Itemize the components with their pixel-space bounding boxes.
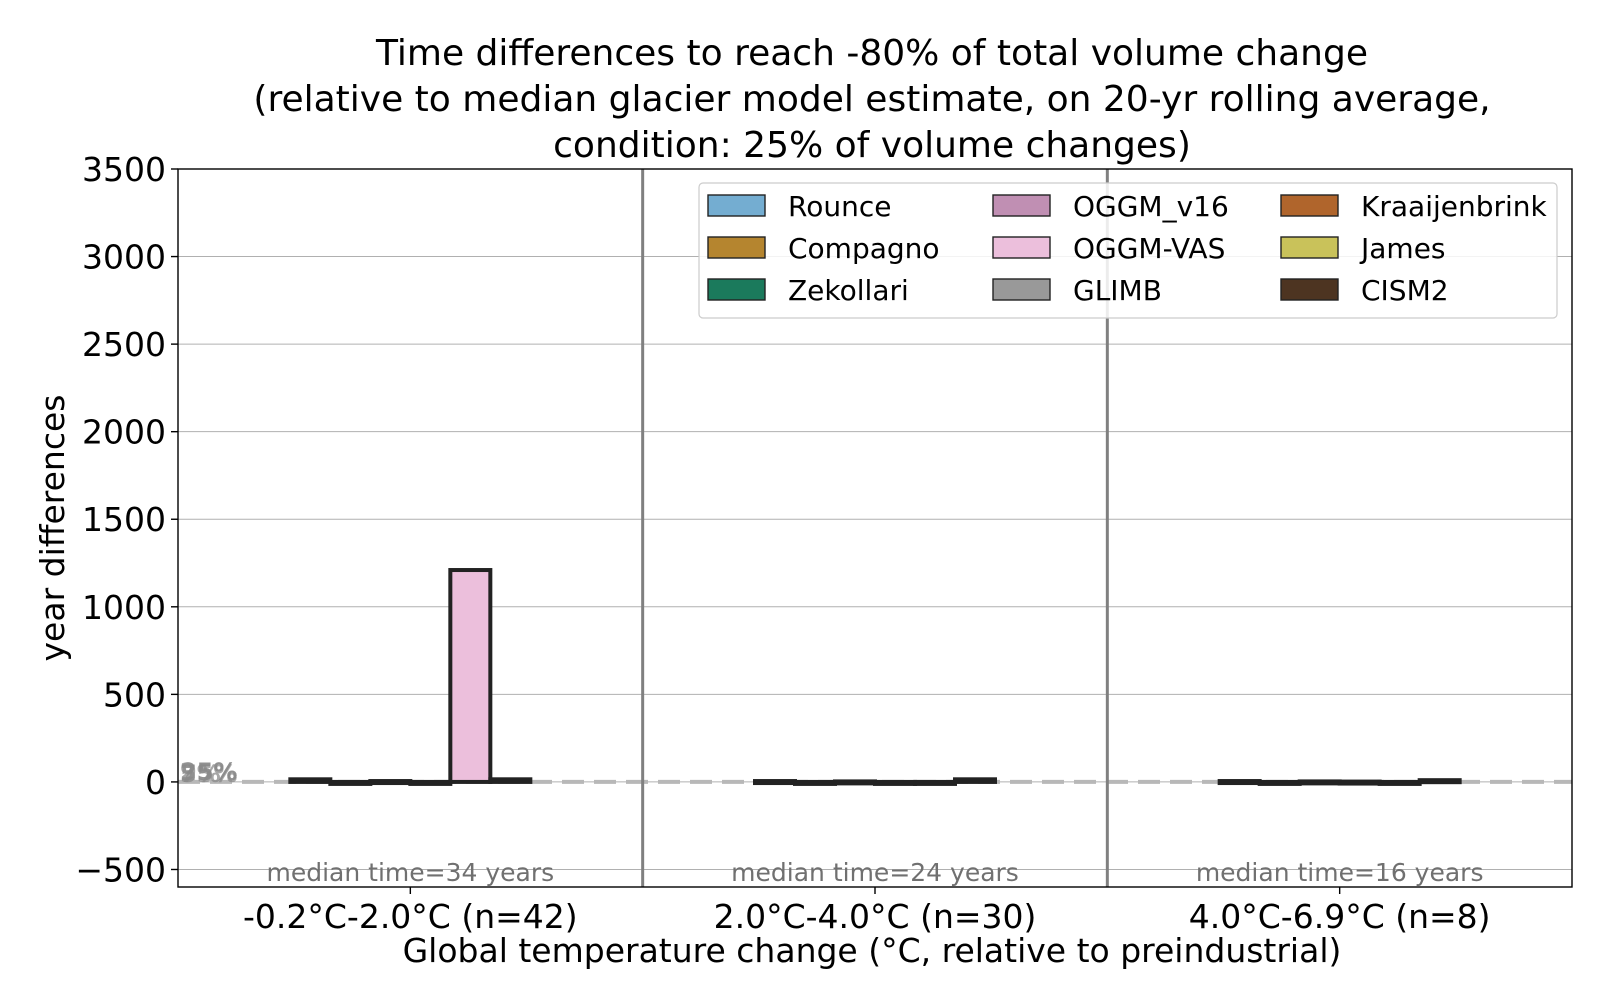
legend-frame xyxy=(698,182,1558,319)
legend-label: Kraaijenbrink xyxy=(1361,190,1548,223)
bar xyxy=(753,779,797,786)
percentile-labels: 95%75%25%5% xyxy=(180,758,237,788)
bar xyxy=(1297,779,1342,786)
legend-label: Compagno xyxy=(788,232,940,265)
legend-label: OGGM_v16 xyxy=(1073,190,1229,223)
y-axis-ticks: −500 0 500 1000 1500 2000 2500 3000 3500 xyxy=(75,150,178,889)
bars xyxy=(288,568,1462,786)
bar xyxy=(288,777,333,784)
median-annotations: median time=34 years median time=24 years… xyxy=(267,858,1484,887)
y-tick-label: 3000 xyxy=(82,238,166,277)
y-tick-label: −500 xyxy=(75,850,166,889)
y-tick-label: 1000 xyxy=(82,588,166,627)
bar xyxy=(1377,779,1422,786)
y-tick-label: 3500 xyxy=(82,150,166,189)
x-axis-label: Global temperature change (°C, relative … xyxy=(403,931,1342,970)
legend-swatch xyxy=(992,236,1051,259)
percentile-label: 25% xyxy=(180,758,237,786)
title-line-1: Time differences to reach -80% of total … xyxy=(375,33,1368,74)
bar xyxy=(448,568,493,784)
legend-swatch xyxy=(1280,194,1339,217)
legend-swatch xyxy=(707,194,766,217)
legend-swatch xyxy=(707,278,766,301)
legend-swatch xyxy=(1280,236,1339,259)
x-tick-label: -0.2°C-2.0°C (n=42) xyxy=(243,897,578,936)
bar xyxy=(328,779,373,786)
bar xyxy=(368,779,413,786)
bar xyxy=(1417,778,1462,785)
bar xyxy=(913,779,957,786)
bar xyxy=(408,779,453,786)
legend-label: James xyxy=(1359,232,1446,265)
legend-swatch xyxy=(707,236,766,259)
title-line-2: (relative to median glacier model estima… xyxy=(253,79,1490,120)
y-axis-label: year differences xyxy=(33,395,72,662)
bar xyxy=(873,779,917,786)
median-annotation: median time=16 years xyxy=(1196,858,1484,887)
y-tick-label: 0 xyxy=(145,763,166,802)
bar xyxy=(488,777,533,784)
legend: Rounce Compagno Zekollari OGGM_v16 OGGM-VAS G… xyxy=(698,182,1558,319)
legend-label: Rounce xyxy=(788,190,891,223)
median-annotation: median time=24 years xyxy=(731,858,1019,887)
legend-swatch xyxy=(1280,278,1339,301)
bar xyxy=(1217,779,1262,786)
legend-label: OGGM-VAS xyxy=(1073,232,1225,265)
legend-swatch xyxy=(992,278,1051,301)
bar xyxy=(833,779,877,786)
y-tick-label: 1500 xyxy=(82,500,166,539)
y-tick-label: 2500 xyxy=(82,325,166,364)
median-annotation: median time=34 years xyxy=(267,858,555,887)
y-tick-label: 500 xyxy=(103,675,166,714)
x-tick-label: 2.0°C-4.0°C (n=30) xyxy=(714,897,1037,936)
bar xyxy=(953,777,997,784)
x-axis-ticks: -0.2°C-2.0°C (n=42) 2.0°C-4.0°C (n=30) 4.0… xyxy=(243,887,1491,936)
bar xyxy=(1337,779,1382,786)
percentile-label: 95% xyxy=(180,758,237,786)
percentile-label: 5% xyxy=(180,760,221,788)
title-line-3: condition: 25% of volume changes) xyxy=(553,125,1191,166)
bar xyxy=(1257,779,1302,786)
y-tick-label: 2000 xyxy=(82,413,166,452)
legend-label: Zekollari xyxy=(788,274,909,307)
bar xyxy=(793,779,837,786)
legend-swatch xyxy=(992,194,1051,217)
legend-label: GLIMB xyxy=(1073,274,1162,307)
x-tick-label: 4.0°C-6.9°C (n=8) xyxy=(1189,897,1491,936)
legend-label: CISM2 xyxy=(1361,274,1449,307)
chart-title: Time differences to reach -80% of total … xyxy=(253,33,1490,166)
percentile-label: 75% xyxy=(180,760,237,788)
